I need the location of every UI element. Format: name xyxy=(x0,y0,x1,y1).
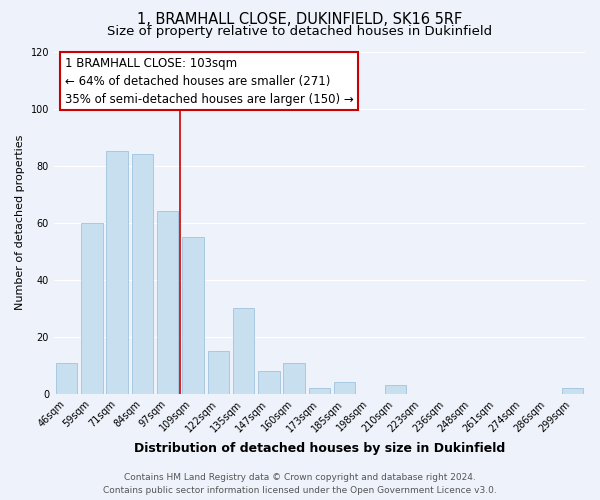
Bar xyxy=(258,371,280,394)
X-axis label: Distribution of detached houses by size in Dukinfield: Distribution of detached houses by size … xyxy=(134,442,505,455)
Bar xyxy=(157,212,178,394)
Bar xyxy=(334,382,355,394)
Bar xyxy=(208,351,229,394)
Text: Size of property relative to detached houses in Dukinfield: Size of property relative to detached ho… xyxy=(107,25,493,38)
Text: Contains HM Land Registry data © Crown copyright and database right 2024.
Contai: Contains HM Land Registry data © Crown c… xyxy=(103,473,497,495)
Text: 1 BRAMHALL CLOSE: 103sqm
← 64% of detached houses are smaller (271)
35% of semi-: 1 BRAMHALL CLOSE: 103sqm ← 64% of detach… xyxy=(65,56,353,106)
Bar xyxy=(309,388,330,394)
Bar xyxy=(233,308,254,394)
Bar xyxy=(562,388,583,394)
Bar xyxy=(56,362,77,394)
Bar xyxy=(106,152,128,394)
Y-axis label: Number of detached properties: Number of detached properties xyxy=(15,135,25,310)
Text: 1, BRAMHALL CLOSE, DUKINFIELD, SK16 5RF: 1, BRAMHALL CLOSE, DUKINFIELD, SK16 5RF xyxy=(137,12,463,28)
Bar xyxy=(385,386,406,394)
Bar xyxy=(182,237,204,394)
Bar xyxy=(283,362,305,394)
Bar xyxy=(131,154,153,394)
Bar xyxy=(81,222,103,394)
